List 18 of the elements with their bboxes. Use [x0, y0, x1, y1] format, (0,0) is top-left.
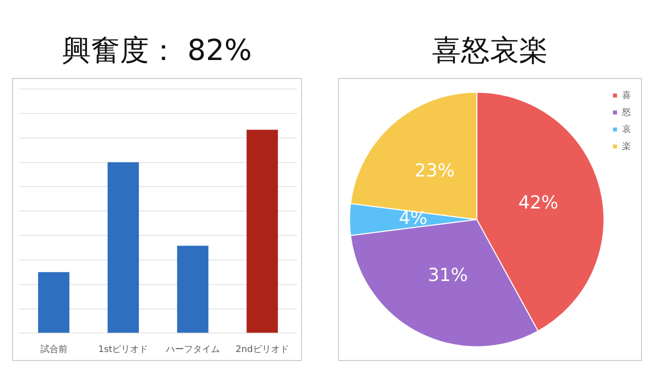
- legend-label: 哀: [622, 124, 631, 135]
- bar: [177, 246, 208, 333]
- chart-title: 喜怒哀楽: [431, 32, 549, 69]
- x-tick-label: 2ndピリオド: [236, 344, 289, 355]
- x-tick-label: ハーフタイム: [164, 344, 220, 355]
- legend-label: 楽: [622, 140, 631, 152]
- data-label: 4%: [398, 208, 428, 230]
- x-tick-label: 1stピリオド: [98, 344, 148, 355]
- data-label: 42%: [518, 192, 558, 214]
- x-tick-label: 試合前: [40, 344, 68, 355]
- bar: [38, 272, 70, 333]
- bar: [108, 162, 139, 333]
- legend-label: 怒: [621, 106, 631, 118]
- bar: [246, 130, 278, 333]
- chart-title: 興奮度： 82%: [61, 32, 253, 69]
- legend-label: 喜: [622, 90, 631, 101]
- data-label: 23%: [414, 160, 455, 182]
- data-label: 31%: [428, 264, 468, 286]
